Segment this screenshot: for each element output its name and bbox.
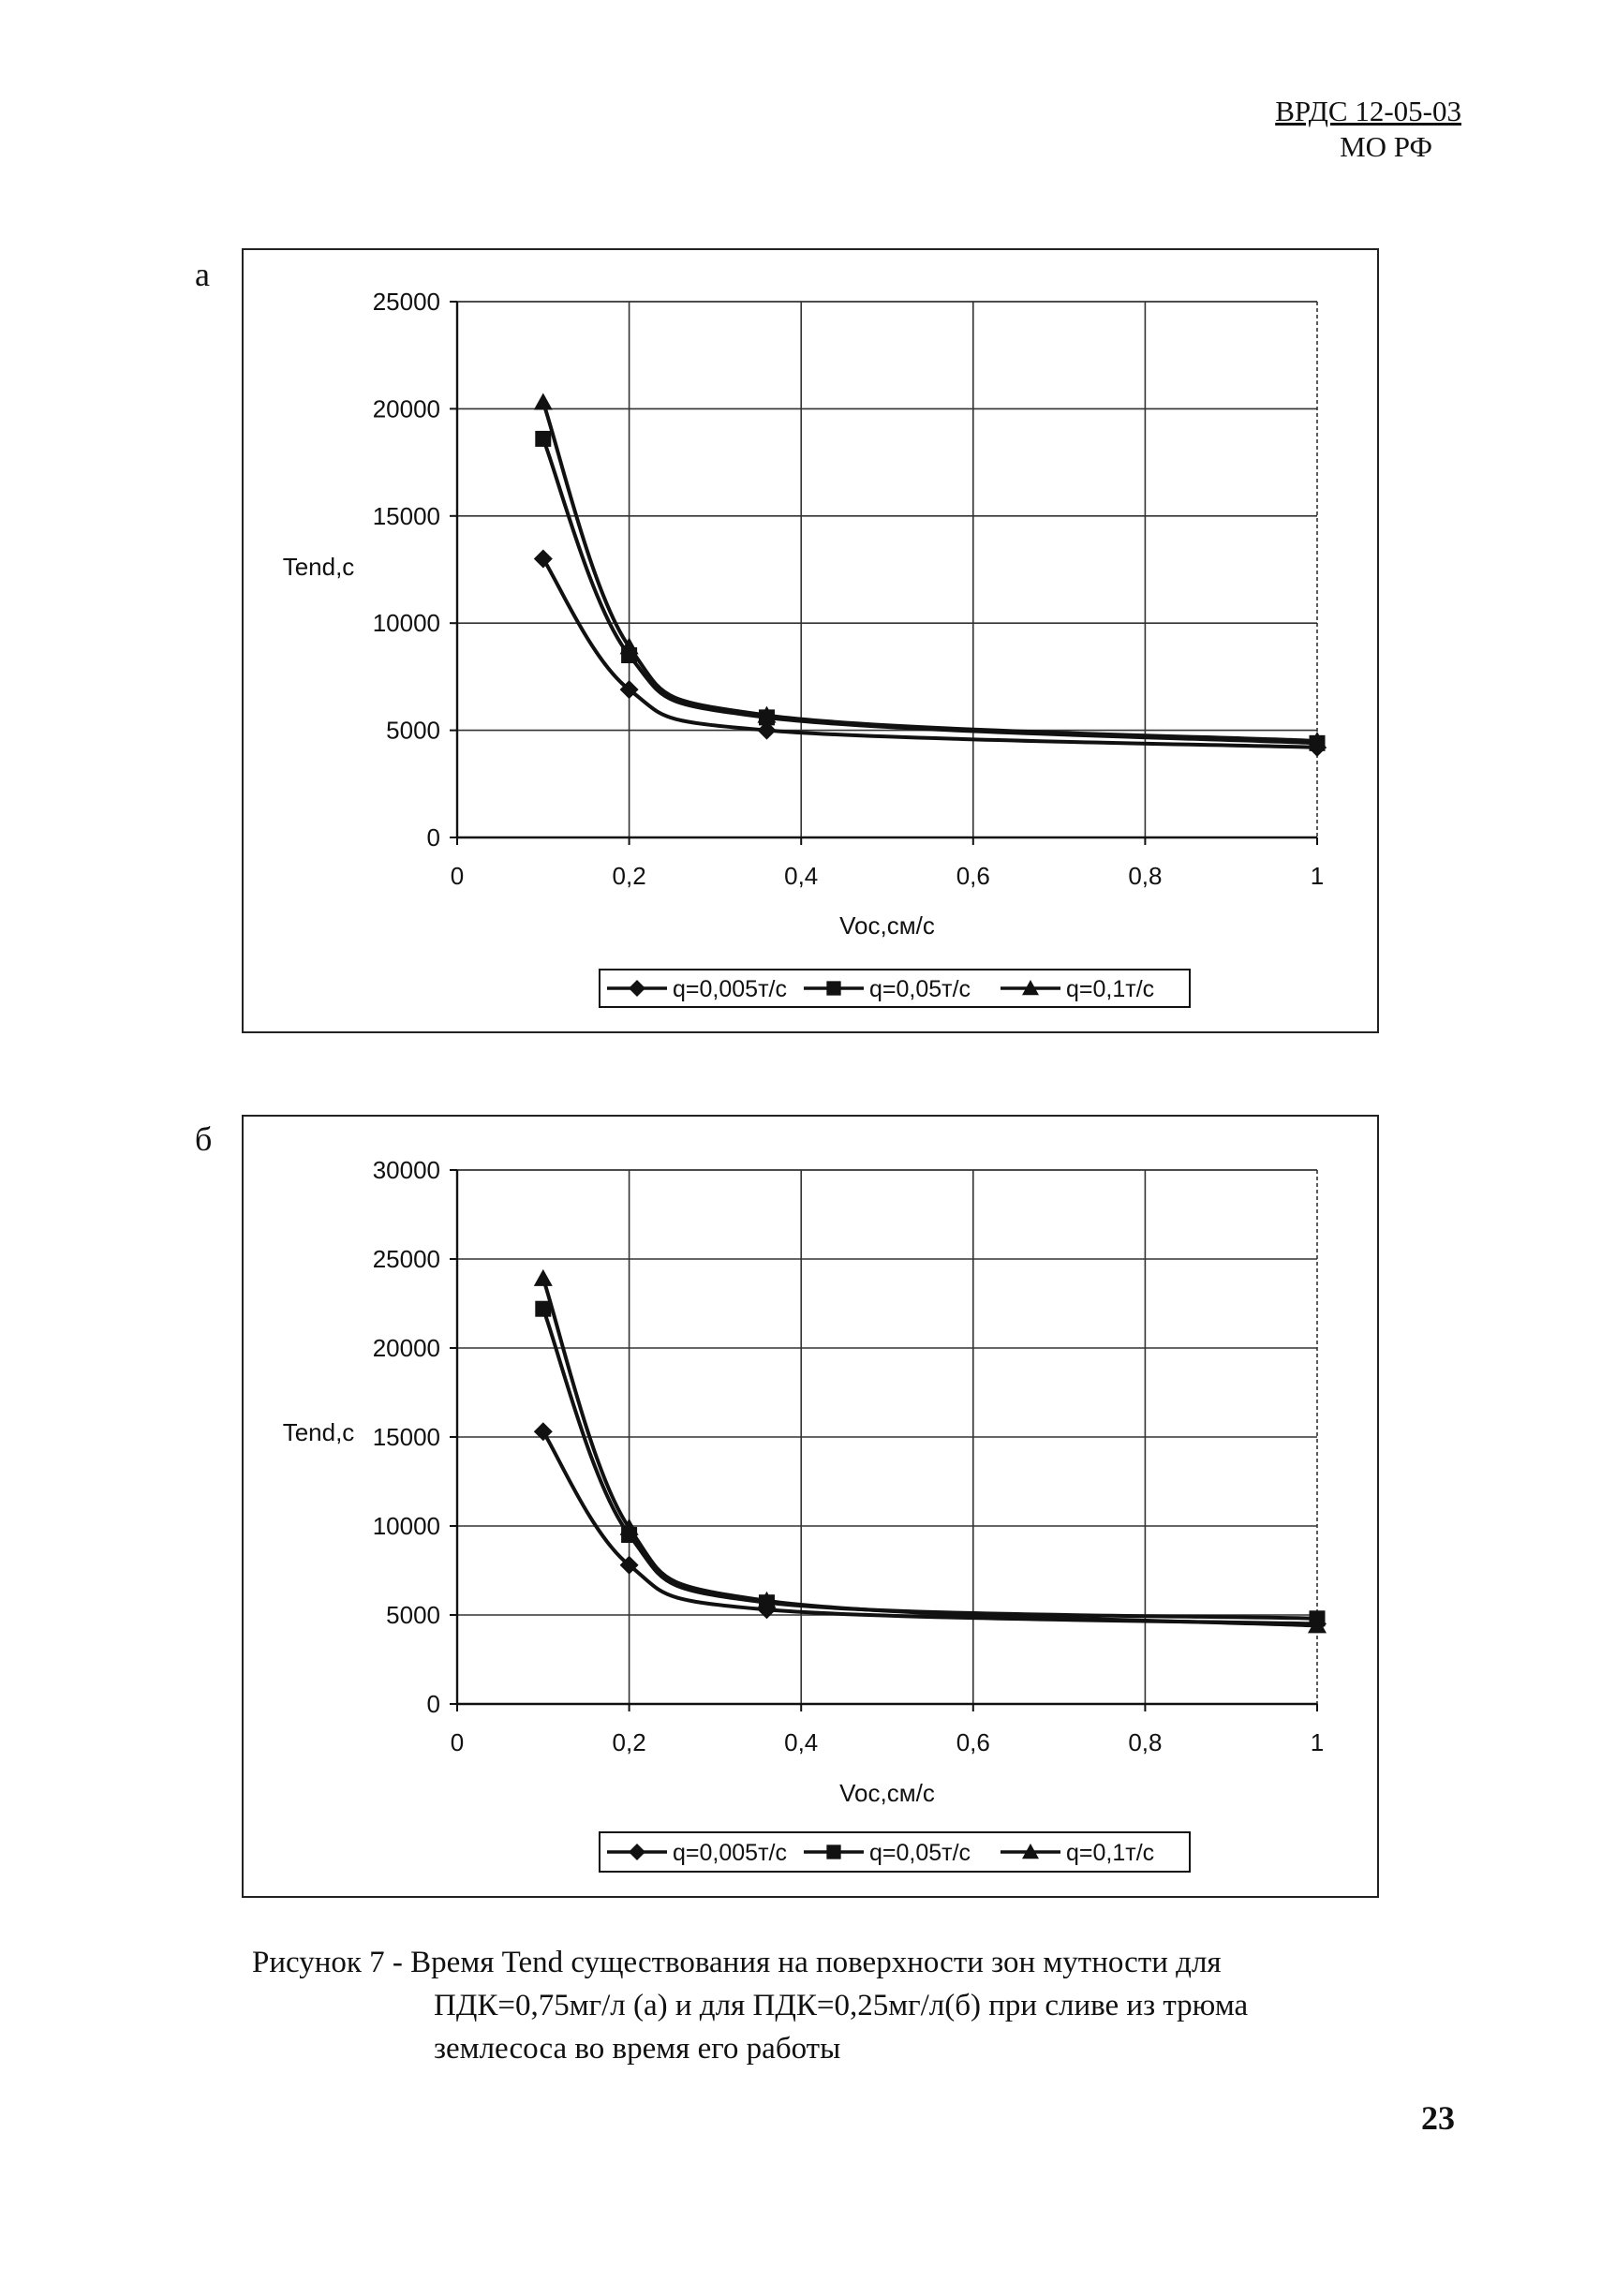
- data-point: [619, 680, 639, 700]
- panel-label-b: б: [195, 1120, 213, 1158]
- gridlines: [450, 1169, 1318, 1711]
- x-tick-label: 0,4: [784, 1728, 818, 1756]
- data-point: [619, 637, 639, 655]
- data-point: [535, 1300, 552, 1317]
- x-tick-label: 0,2: [613, 862, 646, 890]
- x-tick-label: 1: [1311, 862, 1324, 890]
- legend: q=0,005т/с q=0,05т/с q=0,1т/с: [599, 1831, 1191, 1873]
- y-tick-label: 10000: [373, 609, 440, 637]
- data-point: [619, 1518, 639, 1535]
- chart-b: 0 5000 10000 15000 20000 25000 30000 0 0,2 0,4 0,6…: [283, 1156, 1327, 1873]
- figure-caption: Рисунок 7 - Время Tend существования на …: [252, 1941, 1376, 2070]
- document-org: МО РФ: [1340, 130, 1432, 163]
- y-axis-label: Tend,c: [283, 1418, 355, 1446]
- x-axis-label: Voc,см/с: [839, 911, 935, 940]
- legend-item: q=0,005т/с: [607, 976, 787, 1002]
- y-tick-label: 25000: [373, 1245, 440, 1273]
- x-tick-label: 0,2: [613, 1728, 646, 1756]
- data-point: [619, 1555, 639, 1575]
- data-point: [535, 430, 552, 447]
- series-3: [533, 1268, 1327, 1634]
- data-point: [757, 720, 777, 740]
- x-tick-label: 0,8: [1128, 1728, 1162, 1756]
- series-2: [535, 430, 1326, 751]
- legend-label: q=0,05т/с: [869, 976, 971, 1002]
- chart-a: 0 5000 10000 15000 20000 25000 0 0,2 0,4 0,6 0,8 1 T…: [283, 288, 1327, 1008]
- legend-marker: [1022, 1844, 1039, 1859]
- series-line: [541, 401, 1318, 744]
- series-line: [541, 1278, 1318, 1628]
- data-point: [757, 1591, 777, 1608]
- y-tick-label: 15000: [373, 1423, 440, 1451]
- legend-box: [599, 1831, 1191, 1873]
- legend-label: q=0,1т/с: [1066, 1840, 1154, 1866]
- chart-b-frame: 0 5000 10000 15000 20000 25000 30000 0 0,2 0,4 0,6…: [242, 1115, 1379, 1898]
- caption-line-1: Рисунок 7 - Время Tend существования на …: [252, 1946, 1222, 1979]
- legend-marker: [826, 1844, 841, 1859]
- y-tick-label: 15000: [373, 502, 440, 530]
- y-tick-label: 0: [427, 1690, 440, 1718]
- legend-label: q=0,005т/с: [673, 1840, 787, 1866]
- data-point: [533, 393, 553, 410]
- x-tick-label: 0,6: [956, 862, 990, 890]
- series-3: [533, 393, 1327, 749]
- document-code: ВРДС 12-05-03: [1275, 95, 1461, 127]
- y-tick-label: 30000: [373, 1156, 440, 1184]
- legend-marker: [629, 980, 645, 997]
- y-tick-label: 20000: [373, 1334, 440, 1362]
- series-line: [541, 437, 1318, 746]
- x-axis-label: Voc,см/с: [839, 1779, 935, 1807]
- y-tick-label: 25000: [373, 288, 440, 316]
- series-2: [535, 1300, 1326, 1627]
- y-tick-label: 5000: [386, 1601, 440, 1629]
- y-tick-label: 5000: [386, 717, 440, 745]
- x-tick-label: 1: [1311, 1728, 1324, 1756]
- page-number: 23: [1421, 2099, 1455, 2137]
- x-tick-label: 0,4: [784, 862, 818, 890]
- data-point: [533, 1422, 553, 1442]
- caption-line-3: землесоса во время его работы: [434, 2032, 841, 2066]
- data-point: [1308, 732, 1327, 749]
- data-point: [533, 549, 553, 569]
- legend-item: q=0,005т/с: [607, 1840, 787, 1866]
- data-point: [757, 705, 777, 723]
- y-tick-label: 0: [427, 823, 440, 852]
- legend-label: q=0,005т/с: [673, 976, 787, 1002]
- legend-label: q=0,05т/с: [869, 1840, 971, 1866]
- data-point: [1308, 1616, 1327, 1634]
- legend-label: q=0,1т/с: [1066, 976, 1154, 1002]
- caption-line-2: ПДК=0,75мг/л (а) и для ПДК=0,25мг/л(б) п…: [434, 1989, 1249, 2022]
- legend: q=0,005т/с q=0,05т/с q=0,1т/с: [599, 969, 1191, 1008]
- x-tick-label: 0,6: [956, 1728, 990, 1756]
- y-tick-label: 20000: [373, 394, 440, 422]
- legend-item: q=0,05т/с: [804, 1840, 971, 1866]
- panel-label-a: а: [195, 256, 210, 293]
- legend-marker: [1022, 980, 1039, 996]
- legend-marker: [826, 981, 841, 996]
- legend-item: q=0,05т/с: [804, 976, 971, 1002]
- data-point: [533, 1268, 553, 1286]
- x-tick-label: 0,8: [1128, 862, 1162, 890]
- legend-marker: [629, 1844, 645, 1860]
- series-line: [541, 557, 1318, 749]
- series-line: [541, 1430, 1318, 1626]
- legend-item: q=0,1т/с: [1001, 976, 1154, 1002]
- legend-item: q=0,1т/с: [1001, 1840, 1154, 1866]
- chart-a-frame: 0 5000 10000 15000 20000 25000 0 0,2 0,4 0,6 0,8 1 T…: [242, 248, 1379, 1033]
- x-tick-label: 0: [451, 1728, 464, 1756]
- legend-box: [599, 969, 1191, 1008]
- series-line: [541, 1308, 1318, 1621]
- gridlines: [450, 301, 1318, 845]
- series-1: [533, 1422, 1327, 1634]
- y-tick-label: 10000: [373, 1512, 440, 1540]
- y-axis-label: Tend,c: [283, 553, 355, 581]
- x-tick-label: 0: [451, 862, 464, 890]
